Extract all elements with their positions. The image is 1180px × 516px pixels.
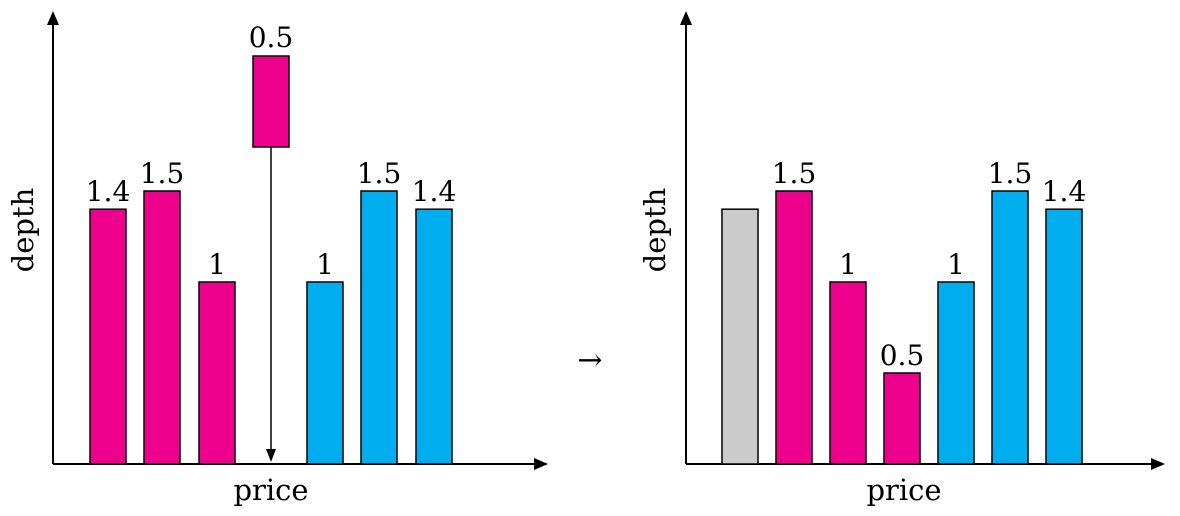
incoming-order-bar [252, 55, 290, 148]
bar-cyan [1045, 208, 1083, 465]
y-axis-label: depth [6, 188, 40, 273]
x-axis-label: price [233, 473, 308, 507]
bar-value-label: 1.4 [412, 175, 457, 208]
incoming-order: 0.5 [249, 21, 294, 462]
panel-before: price depth 1.4 1.5 1 1 1.5 1.4 0.5 [6, 11, 548, 507]
bar-value-label: 1.4 [86, 175, 131, 208]
transition-arrow: → [577, 343, 602, 378]
bar-value-label: 1.5 [988, 157, 1033, 190]
drop-arrow-head [266, 449, 276, 462]
bar-magenta [775, 190, 813, 465]
bar-value-label: 1.5 [772, 157, 817, 190]
bar-magenta [143, 190, 181, 465]
bar-value-label: 1.5 [140, 157, 185, 190]
x-axis-arrowhead [1151, 458, 1165, 470]
bar-cyan [937, 281, 975, 465]
bar-value-label: 1.4 [1042, 175, 1087, 208]
bar-gray [721, 208, 759, 465]
bar-value-label: 1 [839, 248, 857, 281]
bar-cyan [306, 281, 344, 465]
panel-after: price depth 1.5 1 0.5 1 1.5 1.4 [638, 11, 1165, 507]
bar-magenta [883, 372, 921, 465]
y-axis-arrowhead [680, 11, 692, 25]
bar-value-label: 0.5 [880, 339, 925, 372]
bar-magenta [829, 281, 867, 465]
x-axis-arrowhead [534, 458, 548, 470]
incoming-order-label: 0.5 [249, 21, 294, 54]
bar-cyan [415, 208, 453, 465]
bar-cyan [360, 190, 398, 465]
bar-value-label: 1.5 [357, 157, 402, 190]
bar-value-label: 1 [316, 248, 334, 281]
bar-value-label: 1 [947, 248, 965, 281]
y-axis-arrowhead [47, 11, 59, 25]
bar-cyan [991, 190, 1029, 465]
y-axis-label: depth [638, 188, 672, 273]
bar-value-label: 1 [208, 248, 226, 281]
x-axis-label: price [866, 473, 941, 507]
bar-group: 1.5 1 0.5 1 1.5 1.4 [721, 157, 1087, 465]
bar-magenta [198, 281, 236, 465]
bar-group: 1.4 1.5 1 1 1.5 1.4 [86, 157, 457, 465]
bar-magenta [89, 208, 127, 465]
